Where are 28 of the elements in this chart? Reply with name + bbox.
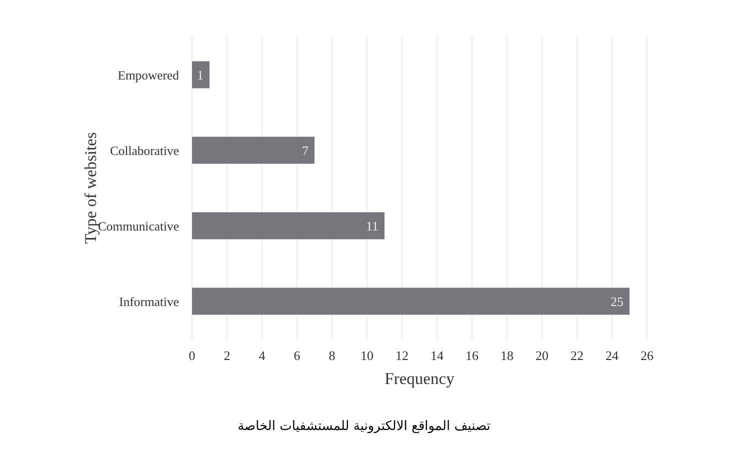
x-tick-label: 22	[570, 348, 584, 363]
x-tick-label: 26	[640, 348, 654, 363]
x-tick-label: 2	[224, 348, 230, 363]
x-tick-label: 12	[396, 348, 408, 363]
x-tick-label: 4	[258, 348, 266, 363]
y-axis-title: Type of websites	[81, 132, 100, 244]
x-tick-label: 18	[500, 348, 514, 363]
x-tick-label: 8	[328, 348, 336, 363]
x-tick-label: 0	[188, 348, 196, 363]
bar	[192, 288, 630, 315]
x-tick-label: 20	[536, 348, 548, 363]
y-tick-label: Informative	[119, 294, 180, 309]
x-tick-label: 24	[606, 348, 619, 363]
bar	[192, 61, 210, 88]
data-label: 25	[610, 294, 624, 309]
x-tick-label: 6	[294, 348, 301, 363]
data-label: 1	[197, 67, 204, 82]
data-label: 11	[366, 218, 378, 234]
y-tick-label: Empowered	[118, 68, 180, 82]
x-tick-label: 14	[430, 348, 444, 363]
data-label: 7	[302, 142, 309, 158]
bar	[192, 212, 384, 240]
x-axis-title: Frequency	[384, 369, 456, 388]
y-tick-label: Collaborative	[110, 144, 180, 158]
bar	[192, 136, 314, 164]
text: تصنيف المواقع الالكترونية للمستشفيات الخاصة	[238, 419, 491, 434]
x-tick-label: 10	[360, 348, 374, 363]
x-tick-label: 16	[466, 348, 479, 363]
